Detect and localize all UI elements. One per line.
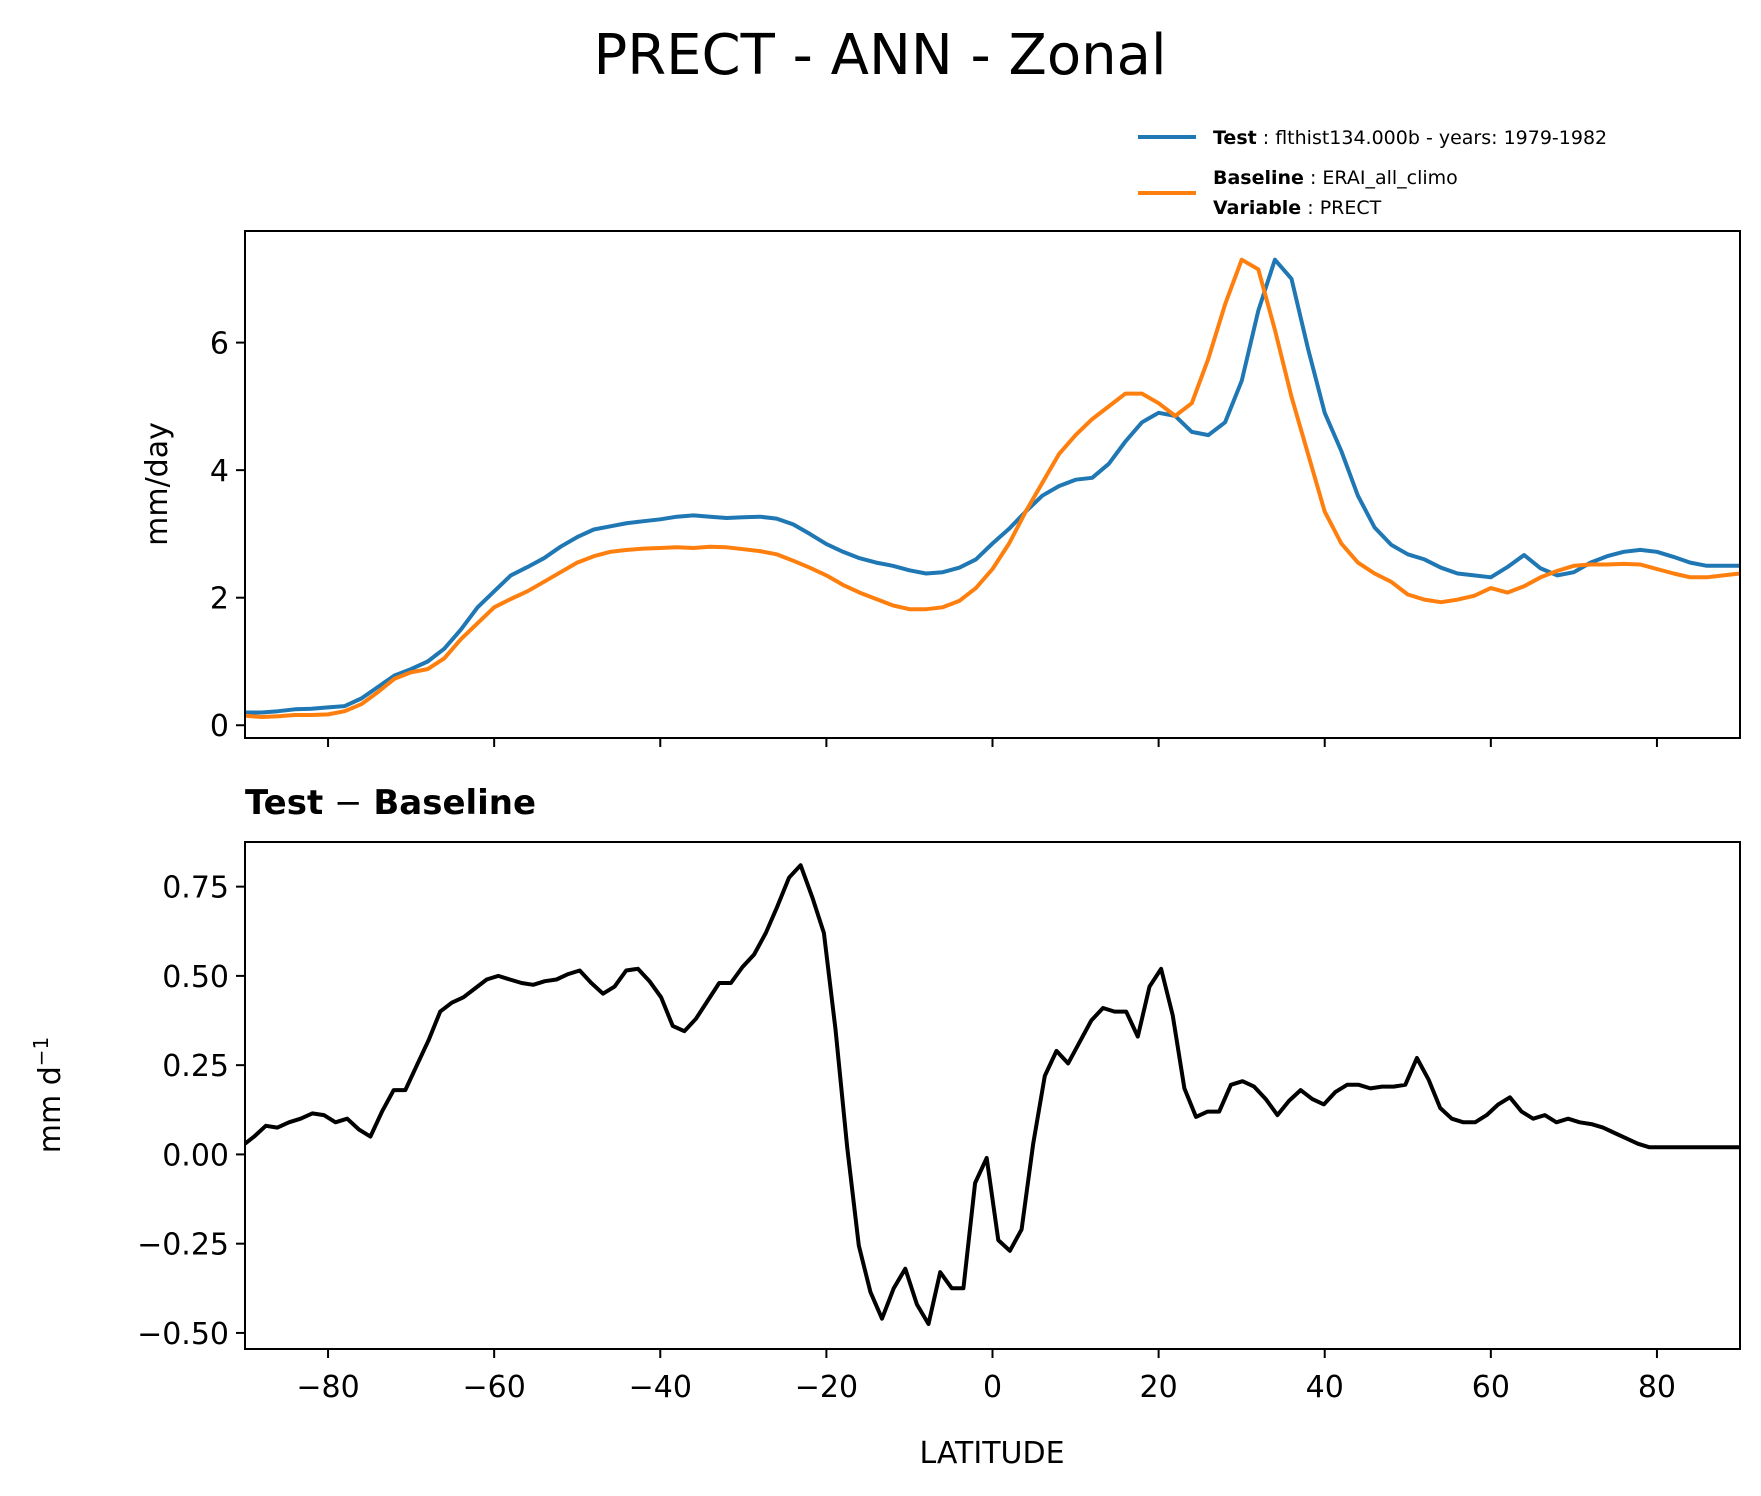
bottom-x-tick-label: 0 — [983, 1370, 1002, 1405]
bottom-series-group — [243, 863, 1740, 1326]
bottom-axes-frame — [244, 841, 1741, 1350]
legend-variable-label: Variable : PRECT — [1213, 197, 1382, 219]
bottom-y-tick-label: 0.75 — [162, 871, 229, 906]
top-y-tick-label: 4 — [210, 454, 229, 489]
bottom-y-ticks: −0.50 −0.25 0.00 0.25 0.50 0.75 — [137, 871, 245, 1352]
top-y-ticks: 0 2 4 6 — [210, 327, 245, 744]
bottom-y-tick-label: −0.50 — [137, 1317, 229, 1352]
bottom-series-line-test-baseline — [243, 863, 1740, 1326]
top-y-tick-label: 6 — [210, 327, 229, 362]
legend-test-label: Test : flthist134.000b - years: 1979-198… — [1213, 127, 1607, 149]
bottom-y-tick-label: −0.25 — [137, 1228, 229, 1263]
x-axis-label: LATITUDE — [919, 1436, 1064, 1471]
bottom-x-tick-label: 60 — [1472, 1370, 1510, 1405]
top-y-tick-label: 0 — [210, 709, 229, 744]
top-x-ticks — [327, 738, 1658, 747]
bottom-x-ticks: −80 −60 −40 −20 0 20 40 60 80 — [296, 1349, 1676, 1405]
top-series-line-baseline — [244, 257, 1741, 719]
bottom-y-tick-label: 0.00 — [162, 1138, 229, 1173]
top-series-line-test — [245, 257, 1740, 715]
bottom-y-axis-label: mm d−1 — [29, 1037, 68, 1154]
top-series-group — [244, 257, 1741, 719]
bottom-y-tick-label: 0.50 — [162, 960, 229, 995]
top-axes-frame — [244, 230, 1741, 739]
bottom-x-tick-label: 40 — [1306, 1370, 1344, 1405]
legend: Test : flthist134.000b - years: 1979-198… — [1138, 127, 1607, 219]
bottom-panel-title: Test − Baseline — [245, 783, 536, 823]
top-panel: 0 2 4 6 mm/day — [140, 230, 1741, 747]
bottom-panel: Test − Baseline −0.50 −0.25 0.00 0.25 0.50 0.… — [29, 783, 1741, 1471]
chart-title: PRECT - ANN - Zonal — [593, 23, 1166, 88]
top-y-axis-label: mm/day — [140, 422, 175, 546]
bottom-x-tick-label: 20 — [1140, 1370, 1178, 1405]
bottom-x-tick-label: −60 — [463, 1370, 526, 1405]
bottom-x-tick-label: −80 — [296, 1370, 359, 1405]
bottom-x-tick-label: 80 — [1638, 1370, 1676, 1405]
legend-baseline-label: Baseline : ERAI_all_climo — [1213, 167, 1458, 189]
bottom-y-tick-label: 0.25 — [162, 1049, 229, 1084]
bottom-x-tick-label: −40 — [629, 1370, 692, 1405]
bottom-x-tick-label: −20 — [795, 1370, 858, 1405]
top-y-tick-label: 2 — [210, 582, 229, 617]
